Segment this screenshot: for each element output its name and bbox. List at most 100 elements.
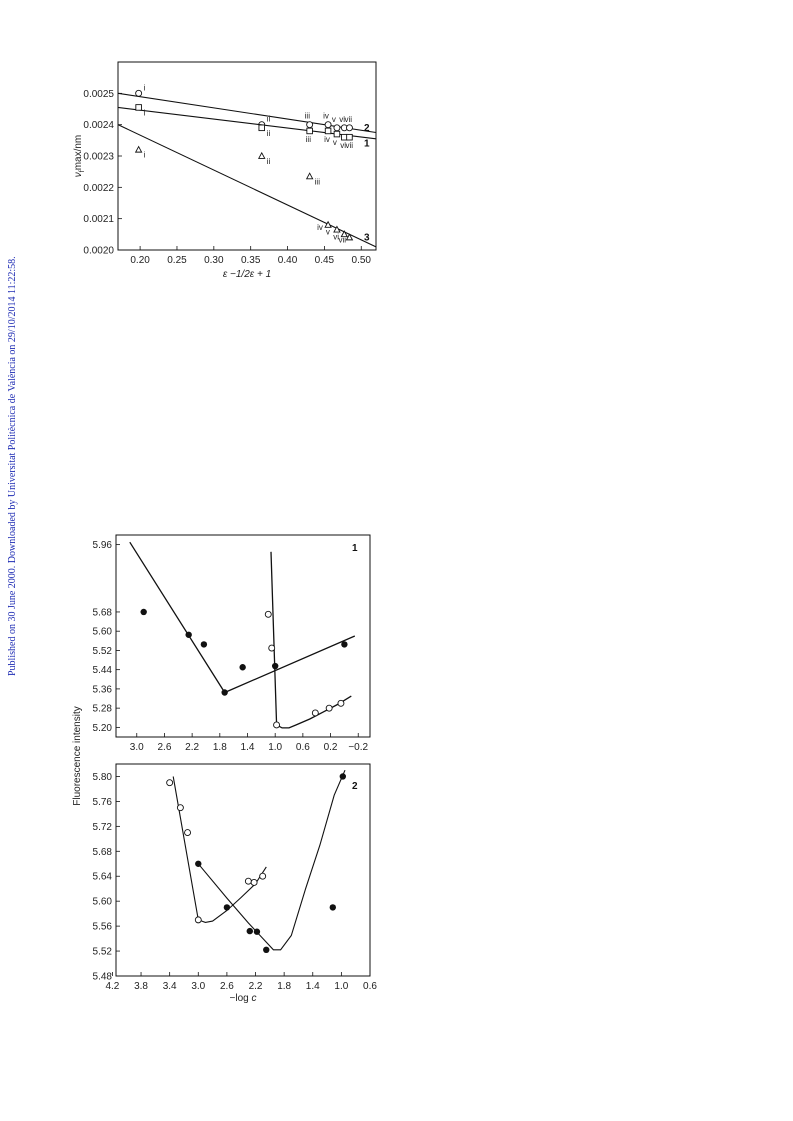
x-tick-label: 0.2	[324, 742, 338, 753]
point-label-squares: vi	[340, 141, 346, 150]
point-filled	[185, 631, 192, 638]
point-open	[259, 872, 267, 880]
line-label-circles: 2	[364, 123, 370, 134]
x-axis-label: −log c	[230, 993, 257, 1004]
point-filled	[200, 641, 208, 648]
x-tick-label: 2.6	[220, 981, 234, 992]
point-filled	[253, 928, 261, 935]
point-triangles	[257, 151, 266, 159]
point-label-squares: vii	[345, 141, 353, 150]
y-axis-label-unit: max/nm	[73, 135, 84, 171]
point-filled	[221, 689, 228, 696]
fluorescence-panel-1: 3.0 2.6 2.2 1.8 1.4 1.0 0.6 0.2 −0.2 5.20 5.28 5.36…	[93, 534, 371, 753]
y-tick-label: 5.52	[93, 646, 113, 657]
x-tick-label: 3.0	[130, 742, 144, 753]
y-tick-label: 5.96	[93, 540, 113, 551]
point-label-circles: ii	[267, 115, 271, 124]
y-tick-label: 5.60	[93, 627, 113, 638]
x-tick-label: 2.2	[249, 981, 263, 992]
point-open	[325, 704, 333, 712]
y-tick-label: 5.76	[93, 797, 113, 808]
panel-label: 2	[352, 781, 358, 792]
x-axis-label: ε −1/2ε + 1	[223, 269, 271, 280]
point-open	[268, 644, 276, 652]
x-axis-label-variable: c	[251, 993, 256, 1004]
point-triangles	[340, 230, 349, 238]
x-tick-label: 1.4	[241, 742, 255, 753]
x-tick-label: 3.8	[134, 981, 148, 992]
fit-line-circles	[117, 92, 377, 134]
point-squares	[333, 130, 341, 138]
y-tick-label: 0.0023	[83, 152, 114, 163]
point-open	[184, 829, 191, 837]
plot-frame	[117, 61, 377, 251]
y-tick-label: 5.20	[93, 723, 113, 734]
plot-frame	[115, 534, 371, 738]
point-label-triangles: ii	[267, 157, 271, 166]
x-tick-label: 1.0	[268, 742, 282, 753]
point-squares	[306, 127, 313, 135]
point-circles	[333, 124, 341, 132]
y-tick-label: 5.28	[93, 704, 113, 715]
y-tick-label: 5.60	[93, 897, 113, 908]
point-filled	[223, 904, 231, 911]
point-squares	[258, 124, 265, 132]
y-tick-label: 5.72	[93, 822, 113, 833]
point-label-triangles: vii	[338, 235, 346, 244]
y-tick-label: 0.0020	[83, 246, 114, 257]
y-axis-label: Fluorescence intensity	[72, 706, 83, 806]
solvatochromic-chart: 0.20 0.25 0.30 0.35 0.40 0.45 0.50 0.0020 0.0021…	[73, 61, 377, 280]
x-tick-label: 3.0	[191, 981, 205, 992]
y-tick-label: 5.44	[93, 665, 113, 676]
x-tick-label: 0.20	[130, 255, 150, 266]
point-label-squares: iv	[324, 135, 330, 144]
fluorescence-panel-2: 4.2 3.8 3.4 3.0 2.6 2.2 1.8 1.4 1.0 0.6 5.48 5.52 5.…	[72, 706, 377, 1004]
point-filled	[246, 927, 253, 935]
panel-label: 1	[352, 543, 358, 554]
plot-frame	[115, 763, 371, 977]
point-open	[176, 804, 184, 812]
point-filled	[341, 641, 348, 648]
point-label-circles: iii	[305, 112, 311, 121]
point-filled	[195, 860, 202, 867]
point-triangles	[333, 225, 341, 233]
point-open	[194, 916, 202, 924]
point-squares	[346, 133, 353, 141]
x-tick-label: 0.6	[296, 742, 310, 753]
y-tick-label: 0.0024	[83, 120, 114, 131]
line-label-triangles: 3	[364, 232, 370, 243]
y-axis-label-symbol: ν	[73, 172, 84, 177]
x-tick-label: 1.0	[334, 981, 348, 992]
point-filled	[339, 773, 347, 780]
x-axis-label-prefix: −log	[230, 993, 252, 1004]
y-axis-label: νfmax/nm	[73, 135, 86, 178]
y-tick-label: 5.48	[93, 972, 113, 983]
y-tick-label: 0.0025	[83, 89, 114, 100]
x-tick-label: 0.40	[278, 255, 298, 266]
point-label-triangles: i	[144, 151, 146, 160]
point-filled	[329, 904, 336, 911]
point-label-triangles: iv	[317, 223, 323, 232]
point-filled	[239, 664, 246, 671]
y-tick-label: 5.56	[93, 922, 113, 933]
x-tick-label: 1.4	[306, 981, 320, 992]
point-label-triangles: v	[326, 228, 330, 237]
point-open	[264, 610, 272, 618]
x-tick-label: 0.45	[315, 255, 335, 266]
line-label-squares: 1	[364, 138, 370, 149]
y-axis-label-subscript: f	[79, 170, 86, 172]
y-tick-label: 0.0022	[83, 183, 114, 194]
fit-line-triangles	[117, 124, 377, 248]
point-circles	[135, 89, 143, 97]
point-label-circles: i	[144, 83, 146, 92]
fit-line-squares	[117, 106, 377, 140]
x-tick-label: 2.6	[157, 742, 171, 753]
x-tick-label: 1.8	[277, 981, 291, 992]
point-filled	[263, 946, 270, 954]
y-tick-label: 5.68	[93, 607, 113, 618]
y-tick-label: 5.80	[93, 772, 113, 783]
point-triangles	[134, 145, 143, 153]
point-label-circles: v	[332, 115, 336, 124]
x-tick-label: 4.2	[105, 981, 119, 992]
point-label-squares: v	[333, 138, 337, 147]
